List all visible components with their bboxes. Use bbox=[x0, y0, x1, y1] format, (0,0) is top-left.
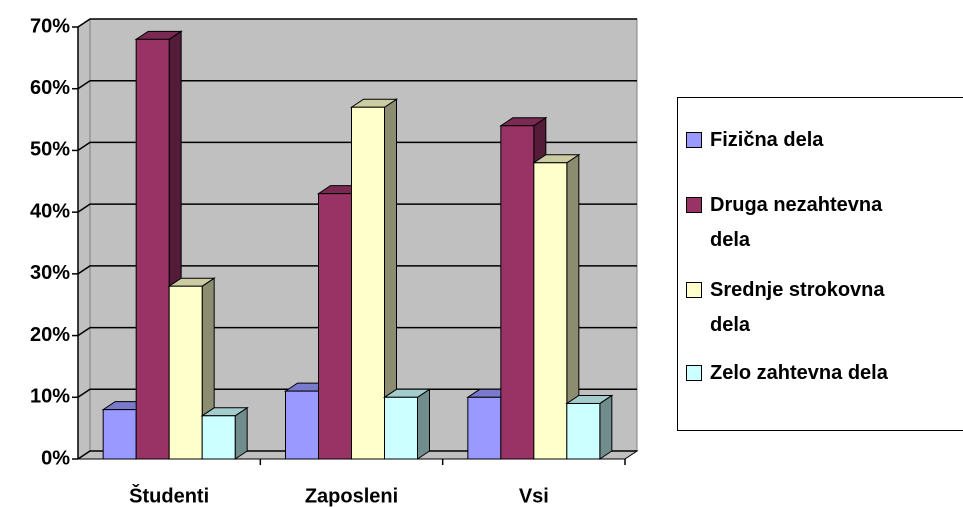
y-tick-label: 10% bbox=[30, 386, 70, 408]
y-tick-label: 40% bbox=[30, 200, 70, 222]
bar bbox=[382, 388, 432, 460]
bar-side bbox=[234, 406, 248, 460]
legend: Fizična dela Druga nezahtevna dela Srednje… bbox=[677, 97, 963, 431]
legend-entry: Srednje strokovna dela bbox=[686, 273, 910, 343]
bar-side bbox=[417, 388, 430, 460]
bar bbox=[532, 153, 581, 460]
legend-entry: Zelo zahtevna dela bbox=[686, 356, 910, 391]
legend-label: Druga nezahtevna dela bbox=[710, 194, 883, 251]
x-tick-label: Študenti bbox=[129, 483, 209, 507]
grid-line bbox=[77, 203, 637, 213]
legend-label: Zelo zahtevna dela bbox=[710, 362, 888, 384]
bar-front bbox=[168, 285, 203, 460]
legend-entry: Fizična dela bbox=[686, 123, 910, 158]
bar-front bbox=[285, 390, 319, 460]
legend-swatch bbox=[686, 282, 702, 298]
bar-front bbox=[500, 125, 535, 460]
y-tick-label: 30% bbox=[30, 262, 70, 284]
bar bbox=[349, 98, 399, 460]
y-tick-label: 60% bbox=[30, 77, 70, 99]
legend-swatch bbox=[686, 132, 702, 148]
y-tick-label: 0% bbox=[41, 447, 70, 469]
bar-side bbox=[599, 394, 613, 460]
bar-front bbox=[102, 409, 137, 460]
legend-swatch bbox=[686, 197, 702, 213]
grid-line bbox=[77, 388, 637, 398]
legend-entry: Druga nezahtevna dela bbox=[686, 188, 910, 258]
x-tick-label: Zaposleni bbox=[305, 485, 398, 507]
bar-front bbox=[467, 396, 502, 460]
bar bbox=[200, 406, 249, 460]
legend-label: Srednje strokovna dela bbox=[710, 279, 885, 336]
grid-line bbox=[77, 141, 637, 152]
bar bbox=[167, 277, 216, 460]
bar-front bbox=[533, 162, 568, 460]
y-tick-label: 20% bbox=[30, 324, 70, 346]
chart: 0% 10% 20% 30% 40% 50% 60% 70% Študenti Zaposleni… bbox=[30, 15, 639, 507]
x-tick-label: Vsi bbox=[519, 485, 549, 507]
y-tick-label: 70% bbox=[30, 15, 70, 37]
grid-line bbox=[77, 79, 637, 90]
bar-front bbox=[351, 106, 385, 460]
bar-front bbox=[318, 193, 352, 460]
bar-front bbox=[566, 402, 601, 460]
bar-front bbox=[384, 396, 418, 460]
grid-line bbox=[77, 18, 637, 28]
legend-label: Fizična dela bbox=[710, 129, 824, 151]
legend-swatch bbox=[686, 365, 702, 381]
y-tick-label: 50% bbox=[30, 139, 70, 161]
bar bbox=[565, 394, 614, 460]
grid-line bbox=[77, 265, 637, 275]
bar-front bbox=[135, 38, 170, 460]
bar-front bbox=[201, 415, 236, 460]
grid-line bbox=[77, 450, 637, 460]
grid-line bbox=[77, 326, 637, 337]
